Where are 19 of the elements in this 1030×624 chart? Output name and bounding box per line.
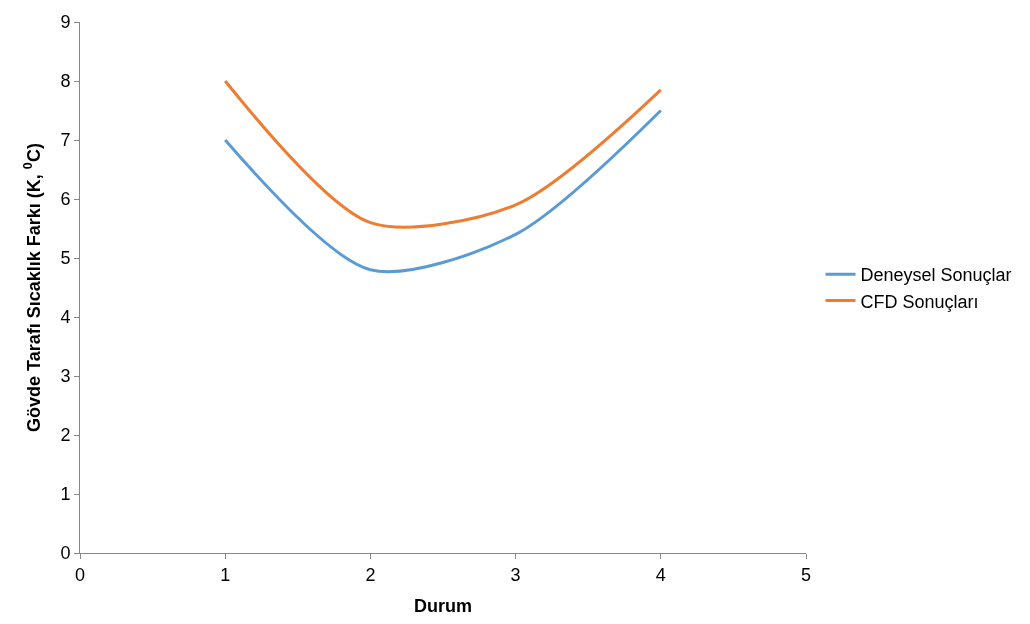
y-tick-label: 5 bbox=[60, 248, 71, 269]
x-tick-label: 1 bbox=[220, 564, 231, 585]
y-tick-label: 6 bbox=[60, 189, 71, 210]
x-tick-label: 0 bbox=[74, 564, 86, 585]
legend-label: Deneysel Sonuçlar bbox=[860, 265, 1012, 286]
y-tick-label: 9 bbox=[60, 12, 71, 33]
y-tick-label: 0 bbox=[60, 543, 71, 564]
y-tick-label: 3 bbox=[60, 366, 71, 387]
y-tick-label: 2 bbox=[60, 425, 71, 446]
x-tick-label: 4 bbox=[655, 564, 666, 585]
y-tick-label: 7 bbox=[60, 130, 71, 151]
x-tick-label: 2 bbox=[365, 564, 376, 585]
x-tick-label: 5 bbox=[800, 564, 812, 585]
x-axis-title: Durum bbox=[414, 595, 472, 616]
y-tick-label: 1 bbox=[60, 484, 71, 505]
x-tick-label: 3 bbox=[510, 564, 521, 585]
legend-label: CFD Sonuçları bbox=[860, 291, 979, 312]
y-tick-label: 8 bbox=[60, 71, 71, 92]
y-tick-label: 4 bbox=[60, 307, 71, 328]
